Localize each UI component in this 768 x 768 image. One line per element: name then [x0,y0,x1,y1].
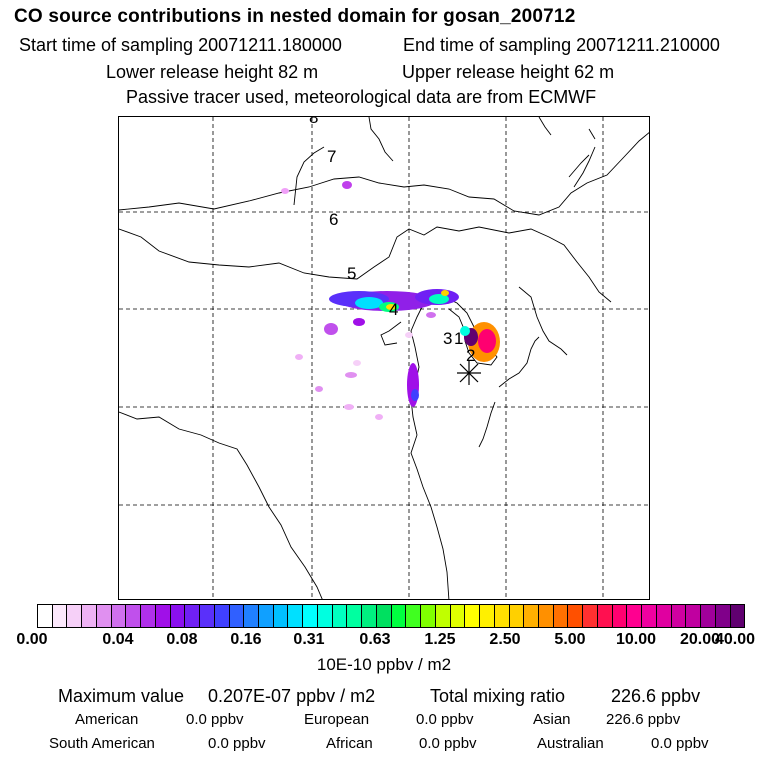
colorbar-segment [111,605,127,627]
colorbar-segment [538,605,554,627]
region-name-european: European [304,711,370,728]
region-value-european: 0.0 ppbv [416,711,474,728]
total-mixing-ratio-label: Total mixing ratio [430,686,566,706]
colorbar-segment [524,605,539,627]
colorbar-segment [214,605,230,627]
colorbar-segment [82,605,97,627]
colorbar-segment [568,605,584,627]
colorbar-segment [376,605,392,627]
colorbar-segment [480,605,495,627]
colorbar-segment [494,605,510,627]
colorbar-segment [229,605,245,627]
colorbar-segment [52,605,68,627]
region-name-african: African [326,735,373,752]
end-time: End time of sampling 20071211.210000 [403,35,720,55]
colorbar [37,604,745,628]
colorbar-tick: 0.63 [359,631,391,648]
colorbar-tick: 5.00 [554,631,586,648]
colorbar-segment [686,605,702,627]
colorbar-segment [627,605,643,627]
total-mixing-ratio-value: 226.6 ppbv [611,686,701,706]
trajectory-label-7: 7 [327,147,336,166]
colorbar-segment [362,605,377,627]
receptor-asterisk-icon [457,361,481,385]
colorbar-tick: 0.16 [230,631,262,648]
colorbar-segment [96,605,112,627]
trajectory-label-6: 6 [329,210,338,229]
colorbar-unit: 10E-10 ppbv / m2 [316,655,452,674]
colorbar-segment [509,605,525,627]
colorbar-tick: 1.25 [424,631,456,648]
colorbar-tick: 40.00 [714,631,756,648]
max-value-label: Maximum value [58,686,185,706]
colorbar-segment [730,605,745,627]
colorbar-segment [155,605,171,627]
colorbar-tick: 0.31 [293,631,325,648]
trajectory-labels: 8 7 6 5 4 3 1 2 [309,117,475,365]
colorbar-segment [170,605,186,627]
source-contribution-field [281,181,500,420]
coastlines [119,117,649,599]
colorbar-segment [656,605,672,627]
start-time: Start time of sampling 20071211.180000 [19,35,342,55]
colorbar-segment [288,605,304,627]
region-name-asian: Asian [533,711,571,728]
colorbar-segment [671,605,687,627]
colorbar-tick: 0.08 [166,631,198,648]
colorbar-segment [259,605,274,627]
colorbar-segment [435,605,451,627]
colorbar-segment [347,605,363,627]
map-panel: 8 7 6 5 4 3 1 2 [118,116,650,600]
colorbar-segment [553,605,569,627]
region-value-asian: 226.6 ppbv [606,711,681,728]
colorbar-tick: 0.00 [16,631,48,648]
trajectory-label-4: 4 [389,300,398,319]
colorbar-segment [332,605,348,627]
colorbar-segment [597,605,613,627]
lower-release-height: Lower release height 82 m [106,62,319,82]
region-name-south-american: South American [49,735,155,752]
trajectory-label-8: 8 [309,117,318,127]
trajectory-label-2: 2 [466,346,475,365]
colorbar-segment [38,605,53,627]
trajectory-label-1: 1 [454,329,463,348]
colorbar-segment [450,605,466,627]
colorbar-segment [715,605,731,627]
colorbar-segment [465,605,481,627]
region-name-australian: Australian [537,735,604,752]
region-value-australian: 0.0 ppbv [651,735,709,752]
tracer-info: Passive tracer used, meteorological data… [126,87,597,107]
colorbar-segment [273,605,289,627]
trajectory-label-5: 5 [347,264,356,283]
colorbar-segment [406,605,422,627]
colorbar-segment [244,605,260,627]
lat-lon-grid [119,117,649,599]
colorbar-segment [391,605,407,627]
colorbar-segment [642,605,657,627]
colorbar-segment [185,605,201,627]
colorbar-segment [126,605,142,627]
colorbar-segment [303,605,318,627]
region-name-american: American [75,711,139,728]
region-value-south-american: 0.0 ppbv [208,735,266,752]
colorbar-tick: 2.50 [489,631,521,648]
max-value: 0.207E-07 ppbv / m2 [208,686,376,706]
colorbar-segment [317,605,333,627]
colorbar-segment [67,605,83,627]
region-value-african: 0.0 ppbv [419,735,477,752]
colorbar-segment [701,605,716,627]
figure-title: CO source contributions in nested domain… [14,6,576,27]
colorbar-segment [612,605,628,627]
colorbar-segment [583,605,598,627]
trajectory-label-3: 3 [443,329,452,348]
colorbar-segment [141,605,156,627]
colorbar-tick: 10.00 [615,631,657,648]
upper-release-height: Upper release height 62 m [402,62,615,82]
map-canvas: 8 7 6 5 4 3 1 2 [119,117,649,599]
colorbar-tick: 0.04 [102,631,134,648]
colorbar-segment [200,605,215,627]
colorbar-segment [421,605,436,627]
colorbar-tick: 20.00 [679,631,721,648]
region-value-american: 0.0 ppbv [186,711,244,728]
